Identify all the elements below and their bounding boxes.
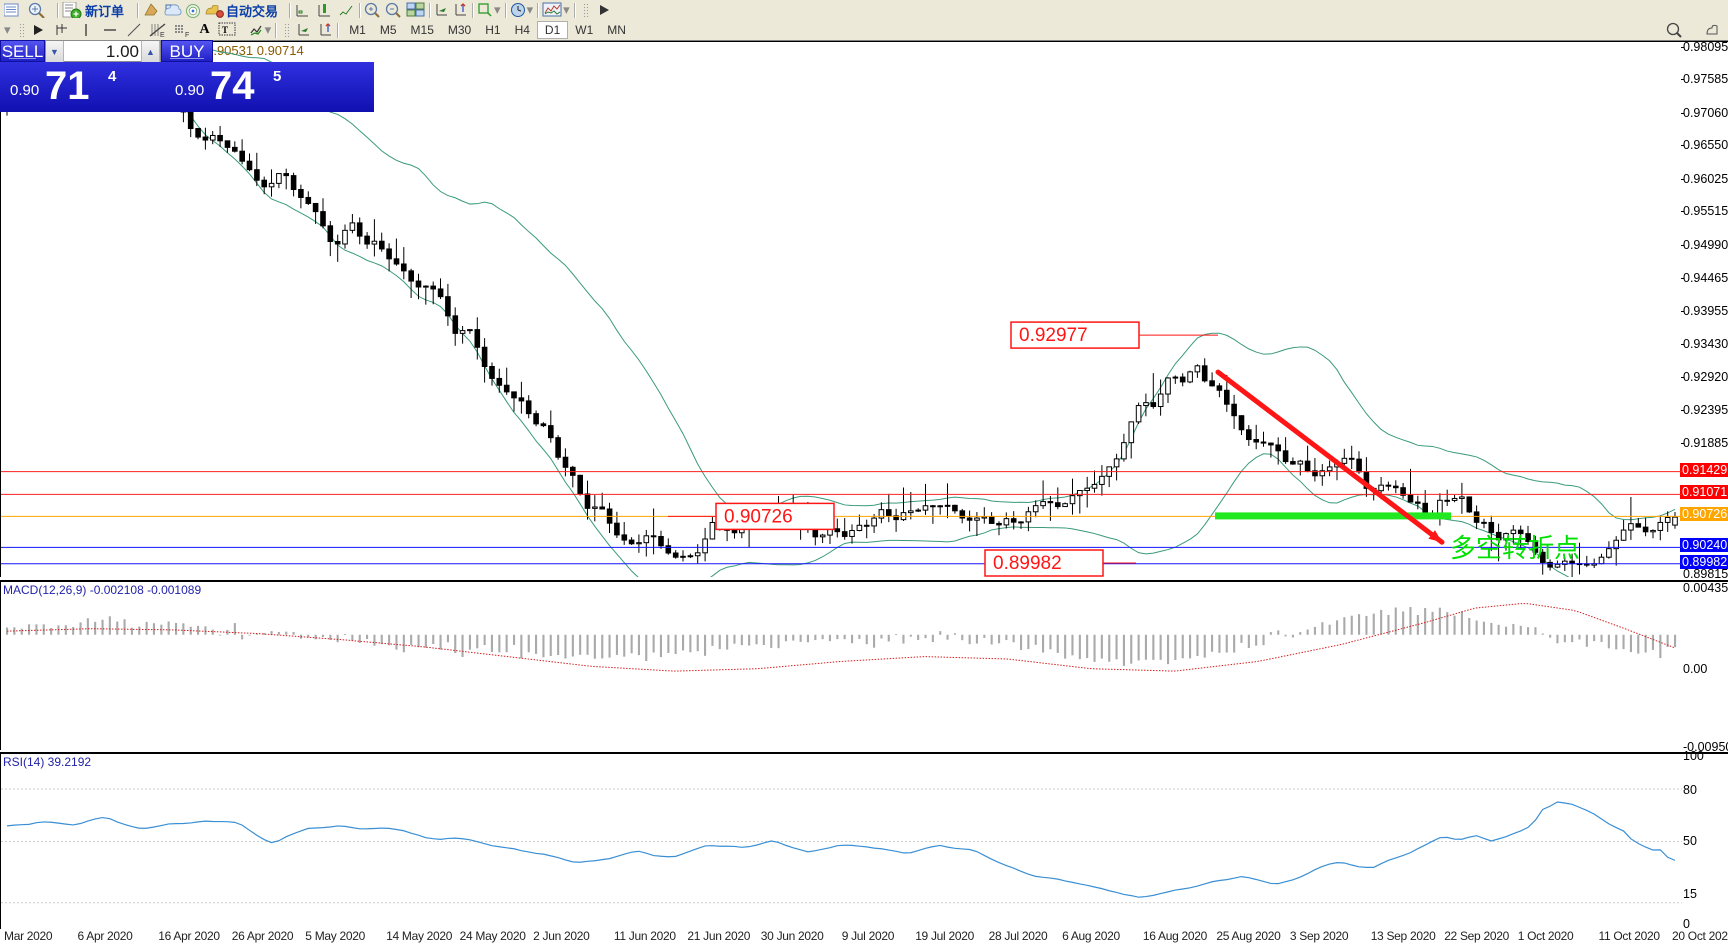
svg-text:E: E [160, 32, 165, 38]
svg-text:F: F [185, 32, 189, 38]
svg-text:T: T [222, 25, 228, 35]
